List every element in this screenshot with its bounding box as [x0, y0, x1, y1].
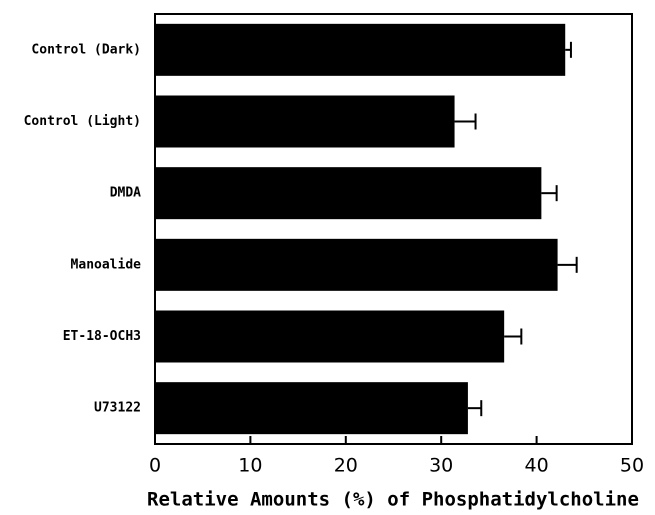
y-tick-label: U73122 — [94, 401, 141, 416]
bar — [155, 23, 566, 76]
y-tick-label: ET-18-OCH3 — [63, 329, 141, 344]
bar — [155, 238, 558, 291]
y-tick-label: Control (Light) — [24, 114, 141, 129]
x-axis-label: Relative Amounts (%) of Phosphatidylchol… — [147, 489, 639, 511]
x-tick-label: 50 — [620, 455, 644, 477]
x-tick-label: 40 — [525, 455, 549, 477]
y-tick-label: Manoalide — [71, 257, 142, 272]
x-tick-label: 30 — [429, 455, 453, 477]
x-tick-label: 20 — [334, 455, 358, 477]
x-tick-label: 0 — [149, 455, 161, 477]
error-bar — [565, 41, 572, 58]
y-tick-label: Control (Dark) — [31, 42, 141, 57]
plot-frame — [154, 13, 633, 445]
error-bar — [454, 113, 477, 130]
error-bar — [541, 185, 558, 202]
error-bar — [557, 256, 578, 273]
y-tick-label: DMDA — [110, 186, 141, 201]
error-bar — [504, 328, 523, 345]
bar — [155, 167, 542, 220]
bar — [155, 382, 468, 435]
bar — [155, 310, 505, 363]
x-tick-label: 10 — [238, 455, 262, 477]
error-bar — [467, 400, 483, 417]
bar — [155, 95, 455, 148]
